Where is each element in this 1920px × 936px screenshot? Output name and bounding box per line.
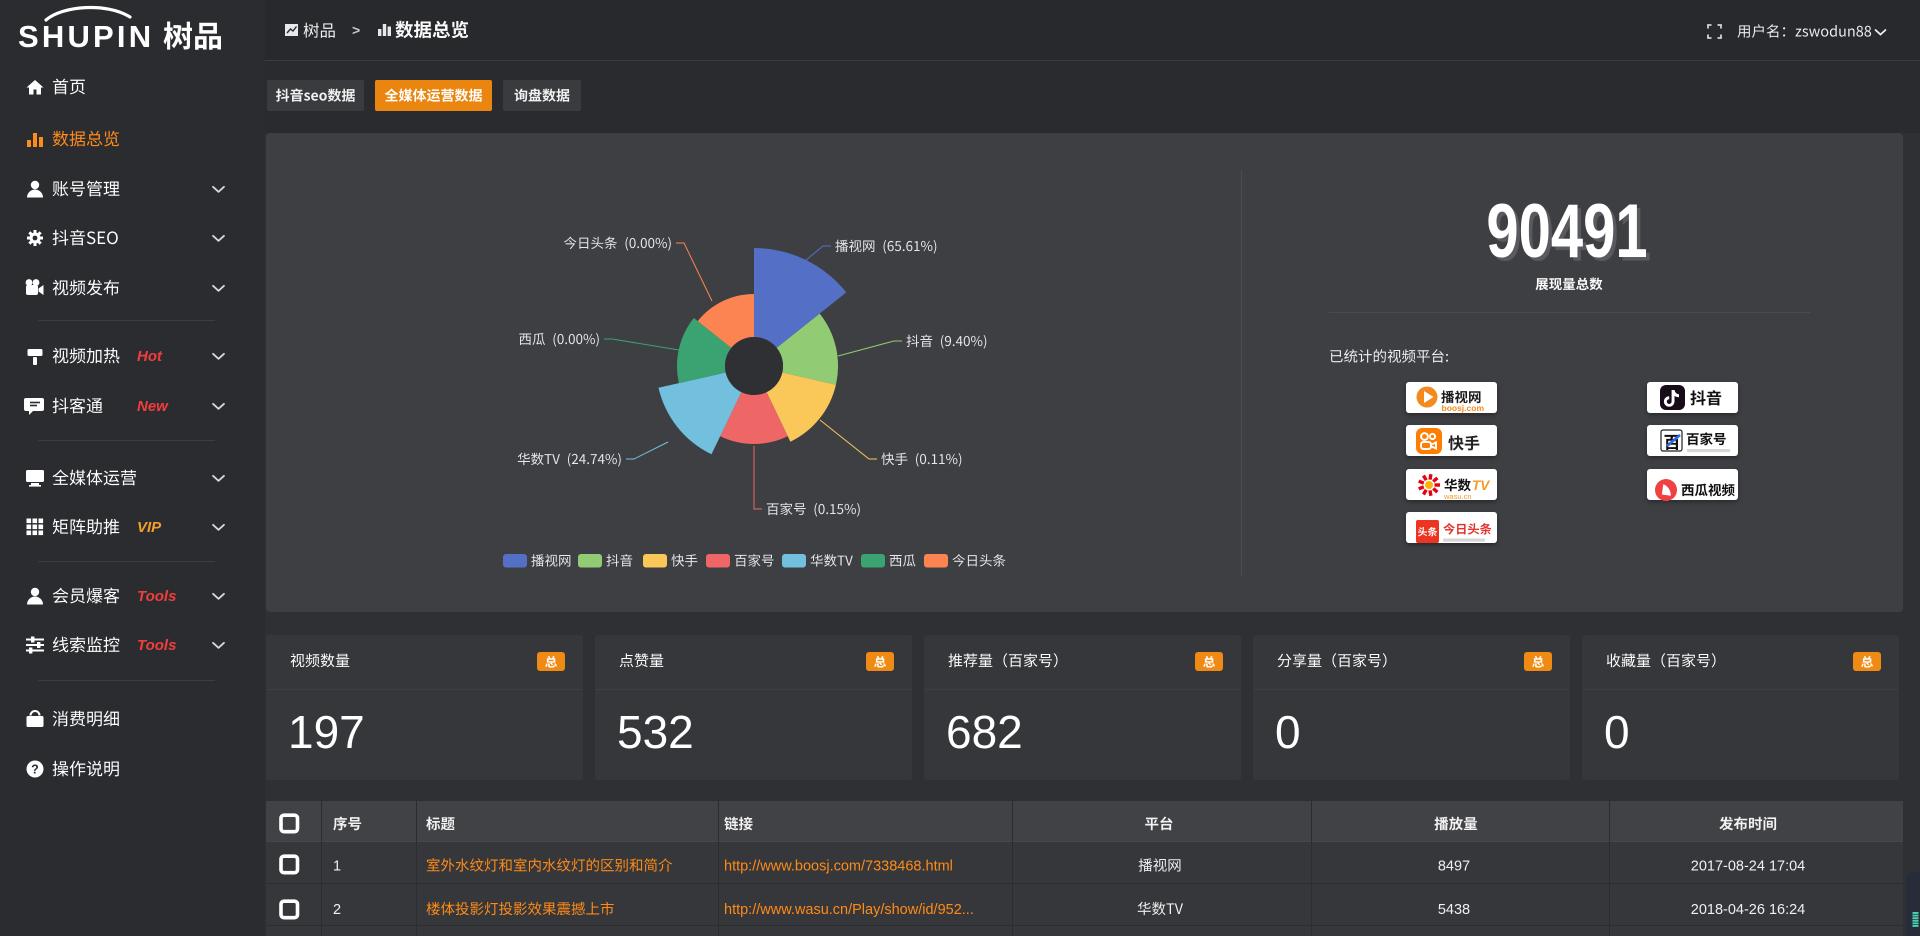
svg-text:SHUPIN: SHUPIN bbox=[18, 19, 154, 54]
svg-text:90491: 90491 bbox=[1490, 193, 1651, 277]
svg-text:2: 2 bbox=[333, 902, 341, 918]
svg-text:http://www.wasu.cn/Play/show/i: http://www.wasu.cn/Play/show/id/952... bbox=[724, 902, 974, 918]
svg-text:2017-08-24 17:04: 2017-08-24 17:04 bbox=[1691, 859, 1806, 875]
svg-text:>: > bbox=[352, 22, 360, 38]
svg-text:0: 0 bbox=[1604, 706, 1630, 758]
svg-text:2018-04-26 16:24: 2018-04-26 16:24 bbox=[1691, 902, 1806, 918]
svg-text:New: New bbox=[137, 398, 169, 415]
svg-text:TV: TV bbox=[1472, 478, 1490, 493]
svg-text:http://www.boosj.com/7338468.h: http://www.boosj.com/7338468.html bbox=[724, 859, 953, 875]
svg-text:?: ? bbox=[31, 763, 39, 777]
svg-text:VIP: VIP bbox=[137, 519, 162, 536]
svg-text:Hot: Hot bbox=[137, 348, 163, 365]
svg-text:90491: 90491 bbox=[1486, 190, 1647, 274]
svg-text:Tools: Tools bbox=[137, 637, 176, 654]
svg-text:Tools: Tools bbox=[137, 588, 176, 605]
svg-text:5438: 5438 bbox=[1438, 902, 1470, 918]
svg-text:682: 682 bbox=[946, 706, 1023, 758]
svg-text:0: 0 bbox=[1275, 706, 1301, 758]
svg-text:wasu.cn: wasu.cn bbox=[1443, 492, 1472, 501]
svg-text:boosj.com: boosj.com bbox=[1442, 403, 1485, 413]
svg-text:197: 197 bbox=[288, 706, 365, 758]
svg-text:532: 532 bbox=[617, 706, 694, 758]
svg-text:8497: 8497 bbox=[1438, 859, 1470, 875]
svg-text:1: 1 bbox=[333, 859, 341, 875]
